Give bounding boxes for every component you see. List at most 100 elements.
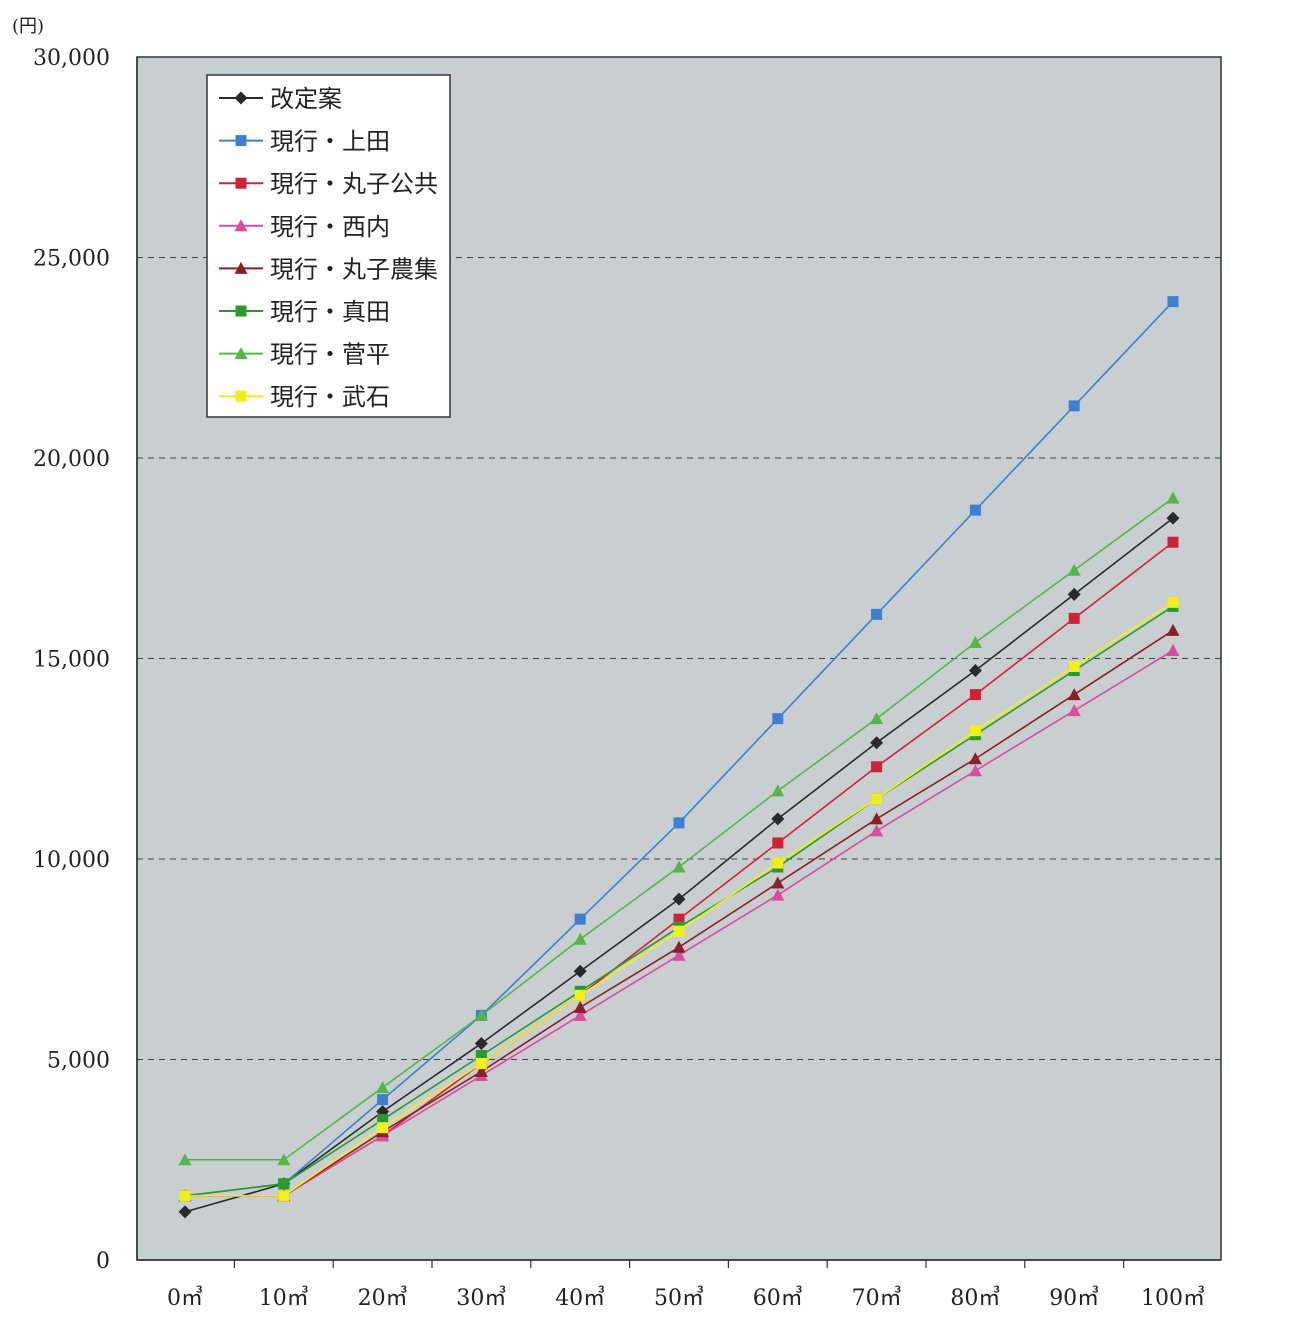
legend-label: 現行・西内 xyxy=(270,213,390,241)
data-point xyxy=(870,812,884,825)
data-point xyxy=(474,1065,488,1078)
data-point xyxy=(475,1049,487,1061)
x-tick-label: 30㎥ xyxy=(456,1285,506,1311)
y-tick-label: 15,000 xyxy=(33,648,110,673)
y-tick-label: 20,000 xyxy=(33,447,110,472)
data-point xyxy=(772,713,784,725)
legend-label: 現行・真田 xyxy=(270,298,390,326)
y-tick-label: 0 xyxy=(96,1249,110,1274)
data-point xyxy=(968,635,982,648)
legend-label: 現行・菅平 xyxy=(270,341,390,369)
data-point xyxy=(1067,704,1081,717)
data-point xyxy=(574,913,586,925)
data-point xyxy=(1068,661,1080,673)
legend-item: 現行・西内 xyxy=(219,213,390,241)
y-tick-labels: 30,000 25,000 20,000 15,000 10,000 5,000 0 xyxy=(33,46,110,1274)
data-point xyxy=(771,784,785,797)
x-tick-label: 0㎥ xyxy=(167,1285,203,1311)
data-point xyxy=(672,892,686,906)
data-point xyxy=(278,1178,290,1190)
x-tick-label: 100㎥ xyxy=(1141,1285,1205,1311)
data-point xyxy=(573,932,587,945)
data-point xyxy=(1068,612,1080,624)
data-point xyxy=(871,793,883,805)
data-point xyxy=(968,752,982,765)
x-tick-label: 60㎥ xyxy=(753,1285,803,1311)
data-point xyxy=(1167,596,1179,608)
axes xyxy=(136,57,1221,1261)
x-tick-label: 50㎥ xyxy=(654,1285,704,1311)
data-point xyxy=(968,764,982,777)
data-point xyxy=(871,761,883,773)
data-point xyxy=(376,1081,390,1094)
legend-label: 現行・武石 xyxy=(270,383,390,411)
data-point xyxy=(234,261,248,274)
data-point xyxy=(234,91,248,105)
data-point xyxy=(234,347,248,360)
data-point xyxy=(1166,491,1180,504)
series-group xyxy=(178,296,1180,1219)
data-point xyxy=(672,860,686,873)
legend-label: 改定案 xyxy=(270,85,342,113)
data-point xyxy=(673,925,685,937)
data-point xyxy=(771,888,785,901)
data-point xyxy=(179,1190,191,1202)
y-tick-label: 5,000 xyxy=(47,1049,110,1074)
data-point xyxy=(235,135,247,147)
data-point xyxy=(278,1190,290,1202)
series xyxy=(178,643,1180,1202)
data-point xyxy=(377,1122,389,1134)
legend-label: 現行・丸子農集 xyxy=(270,255,438,283)
legend-item: 現行・真田 xyxy=(219,298,390,326)
legend-items: 改定案現行・上田現行・丸子公共現行・西内現行・丸子農集現行・真田現行・菅平現行・… xyxy=(219,85,438,411)
data-point xyxy=(870,712,884,725)
data-point xyxy=(673,817,685,829)
data-point xyxy=(969,504,981,516)
legend-box xyxy=(206,74,451,418)
data-point xyxy=(870,824,884,837)
y-tick-label: 25,000 xyxy=(33,247,110,272)
data-point xyxy=(672,948,686,961)
x-tick-label: 40㎥ xyxy=(555,1285,605,1311)
data-point xyxy=(1167,536,1179,548)
legend: 改定案現行・上田現行・丸子公共現行・西内現行・丸子農集現行・真田現行・菅平現行・… xyxy=(206,74,451,418)
data-point xyxy=(178,1153,192,1166)
legend-item: 現行・武石 xyxy=(219,383,390,411)
x-tick-label: 90㎥ xyxy=(1049,1285,1099,1311)
data-point xyxy=(377,1114,389,1126)
legend-item: 現行・菅平 xyxy=(219,341,390,369)
x-tick-label: 10㎥ xyxy=(259,1285,309,1311)
data-point xyxy=(1166,511,1180,525)
legend-label: 現行・上田 xyxy=(270,128,390,156)
data-point xyxy=(871,608,883,620)
data-point xyxy=(1067,563,1081,576)
legend-item: 改定案 xyxy=(219,85,342,113)
data-point xyxy=(377,1094,389,1106)
data-point xyxy=(234,219,248,232)
data-point xyxy=(969,725,981,737)
x-tick-labels: 0㎥ 10㎥ 20㎥ 30㎥ 40㎥ 50㎥ 60㎥ 70㎥ 80㎥ 90㎥ 100㎥ xyxy=(167,1260,1205,1311)
data-point xyxy=(573,1000,587,1013)
x-tick-label: 70㎥ xyxy=(852,1285,902,1311)
data-point xyxy=(968,664,982,678)
data-point xyxy=(771,876,785,889)
data-point xyxy=(1167,296,1179,308)
series xyxy=(178,491,1180,1166)
data-point xyxy=(772,857,784,869)
data-point xyxy=(475,1058,487,1070)
data-point xyxy=(1068,400,1080,412)
data-point xyxy=(474,1036,488,1050)
data-point xyxy=(1166,643,1180,656)
y-tick-label: 30,000 xyxy=(33,46,110,71)
x-tick-label: 20㎥ xyxy=(358,1285,408,1311)
data-point xyxy=(969,689,981,701)
data-point xyxy=(870,736,884,750)
series xyxy=(179,596,1179,1202)
data-point xyxy=(771,812,785,826)
legend-label: 現行・丸子公共 xyxy=(270,170,438,198)
y-tick-label: 10,000 xyxy=(33,848,110,873)
data-point xyxy=(1166,623,1180,636)
unit-label: (円) xyxy=(12,16,44,37)
